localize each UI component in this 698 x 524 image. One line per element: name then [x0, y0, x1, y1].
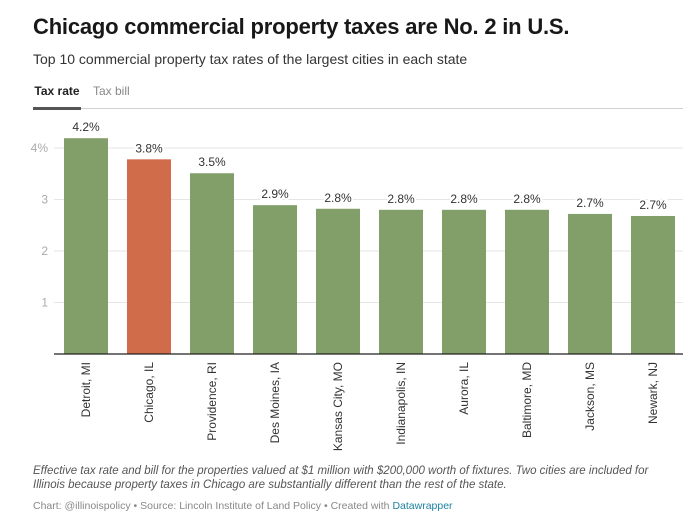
x-tick-label: Kansas City, MO: [331, 362, 345, 451]
x-tick-label: Providence, RI: [205, 362, 219, 441]
data-label: 2.9%: [261, 187, 289, 201]
x-tick-label: Jackson, MS: [583, 362, 597, 431]
x-tick-label: Baltimore, MD: [520, 362, 534, 438]
x-tick-label: Newark, NJ: [646, 362, 660, 424]
data-labels: 4.2% 3.8% 3.5% 2.9% 2.8% 2.8% 2.8% 2.8% 2.7% 2.7%: [70, 118, 669, 214]
bar[interactable]: [127, 159, 171, 354]
data-label: 2.8%: [324, 191, 352, 205]
bar[interactable]: [442, 209, 486, 354]
x-tick-label: Aurora, IL: [457, 362, 471, 415]
bar[interactable]: [631, 215, 675, 354]
chart-byline: Chart: @illinoispolicy • Source: Lincoln…: [33, 500, 453, 512]
chart-notes: Effective tax rate and bill for the prop…: [33, 465, 649, 491]
tab-bar: Tax rate Tax bill: [33, 84, 683, 110]
tab-tax-bill[interactable]: Tax bill: [93, 84, 130, 98]
y-axis-ticks: 1 2 3 4%: [31, 141, 49, 310]
data-label: 2.8%: [513, 192, 541, 206]
x-tick-label: Chicago, IL: [142, 362, 156, 423]
y-tick-label: 1: [41, 296, 48, 310]
bar[interactable]: [316, 208, 360, 354]
data-label: 3.5%: [198, 155, 226, 169]
byline-text: Chart: @illinoispolicy • Source: Lincoln…: [33, 500, 393, 512]
x-axis-labels: Detroit, MI Chicago, IL Providence, RI Des …: [79, 362, 660, 451]
bar[interactable]: [64, 138, 108, 354]
bars: [64, 138, 675, 354]
bar[interactable]: [253, 205, 297, 354]
bar-chart: 1 2 3 4% 4.2% 3.8% 3.5% 2.9% 2.8% 2.8% 2.8% 2.8% 2.…: [31, 118, 683, 451]
y-tick-label: 4%: [31, 141, 49, 155]
x-tick-label: Des Moines, IA: [268, 362, 282, 443]
bar[interactable]: [505, 209, 549, 354]
x-tick-label: Indianapolis, IN: [394, 362, 408, 445]
x-tick-label: Detroit, MI: [79, 362, 93, 417]
bar[interactable]: [190, 173, 234, 354]
chart-title: Chicago commercial property taxes are No…: [33, 14, 570, 39]
datawrapper-link[interactable]: Datawrapper: [392, 500, 453, 512]
chart-subtitle: Top 10 commercial property tax rates of …: [33, 51, 468, 67]
bar[interactable]: [379, 209, 423, 354]
data-label: 2.8%: [450, 192, 478, 206]
data-label: 2.8%: [387, 192, 415, 206]
bar[interactable]: [568, 213, 612, 354]
y-tick-label: 3: [41, 193, 48, 207]
tab-tax-rate[interactable]: Tax rate: [33, 84, 81, 110]
y-tick-label: 2: [41, 244, 48, 258]
data-label: 2.7%: [576, 196, 604, 210]
data-label: 2.7%: [639, 198, 667, 212]
data-label: 4.2%: [72, 120, 100, 134]
data-label: 3.8%: [135, 141, 163, 155]
